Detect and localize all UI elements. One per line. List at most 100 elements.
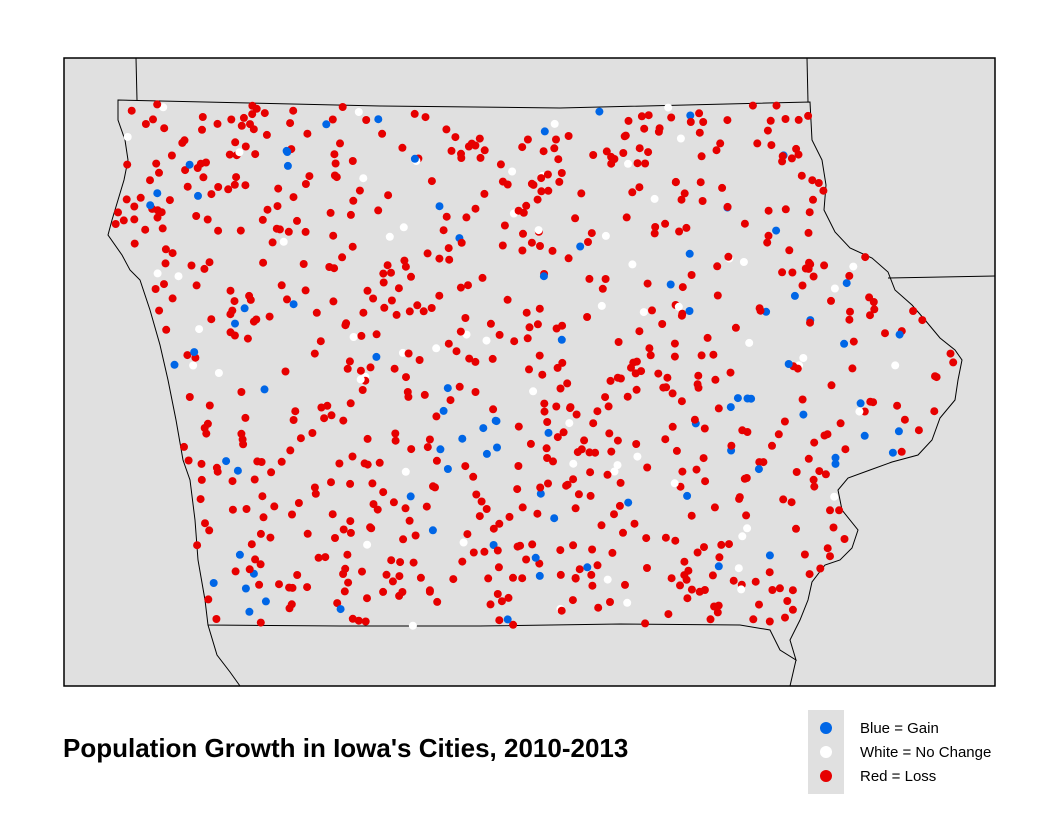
city-point xyxy=(543,418,552,426)
city-point xyxy=(385,232,394,241)
city-point xyxy=(255,580,264,589)
city-point xyxy=(648,306,656,315)
city-point xyxy=(518,246,527,255)
city-point xyxy=(508,167,517,176)
city-point xyxy=(510,337,519,346)
city-point xyxy=(763,126,772,135)
city-point xyxy=(513,542,522,551)
city-point xyxy=(713,262,722,271)
city-point xyxy=(209,579,218,587)
city-point xyxy=(644,111,653,120)
city-point xyxy=(160,280,168,289)
city-point xyxy=(738,426,747,435)
city-point xyxy=(650,229,659,238)
city-point xyxy=(522,201,531,210)
city-point xyxy=(236,226,245,235)
city-point xyxy=(831,453,840,462)
city-point xyxy=(263,205,272,214)
city-point xyxy=(685,249,694,258)
city-point xyxy=(486,600,495,609)
city-point xyxy=(237,429,246,438)
city-point xyxy=(327,411,336,420)
city-point xyxy=(670,339,679,348)
city-point xyxy=(860,431,869,440)
city-point xyxy=(123,133,132,141)
city-point xyxy=(584,238,592,246)
city-point xyxy=(809,195,817,204)
city-point xyxy=(194,191,202,200)
city-point xyxy=(670,352,679,361)
city-point xyxy=(842,279,851,288)
city-point xyxy=(587,570,596,579)
city-point xyxy=(643,564,651,572)
city-point xyxy=(563,480,572,489)
city-point xyxy=(633,159,642,168)
city-point xyxy=(344,578,353,587)
city-point xyxy=(563,379,572,388)
city-point xyxy=(783,597,792,605)
city-point xyxy=(484,574,493,583)
city-point xyxy=(391,429,400,438)
city-point xyxy=(432,344,441,353)
city-point xyxy=(772,101,781,110)
city-point xyxy=(751,577,760,586)
city-point xyxy=(330,264,339,273)
city-point xyxy=(451,133,460,142)
city-point xyxy=(697,351,706,360)
city-point xyxy=(155,306,164,315)
city-point xyxy=(619,528,627,537)
city-point xyxy=(498,177,507,186)
city-point xyxy=(340,587,349,596)
city-point xyxy=(410,109,419,118)
city-point xyxy=(413,301,422,310)
city-point xyxy=(462,213,471,222)
city-point xyxy=(239,113,248,122)
city-point xyxy=(168,294,177,303)
city-point xyxy=(642,534,651,543)
city-point xyxy=(684,566,693,575)
city-point xyxy=(405,516,414,525)
city-point xyxy=(623,392,632,401)
city-point xyxy=(500,221,509,230)
city-point xyxy=(809,475,818,484)
city-point xyxy=(456,327,465,336)
city-point xyxy=(198,113,207,121)
city-point xyxy=(421,113,430,122)
city-point xyxy=(447,146,456,155)
city-point xyxy=(710,503,719,512)
city-point xyxy=(503,295,512,304)
city-point xyxy=(442,212,451,221)
city-point xyxy=(388,577,397,586)
city-point xyxy=(369,294,378,303)
city-point xyxy=(745,338,754,347)
city-point xyxy=(535,304,544,313)
city-point xyxy=(823,544,832,553)
city-point xyxy=(724,252,733,261)
city-point xyxy=(327,478,335,487)
city-point xyxy=(668,389,677,398)
city-point xyxy=(291,407,300,416)
city-point xyxy=(277,457,286,466)
city-point xyxy=(296,434,305,443)
city-point xyxy=(482,336,491,345)
city-point xyxy=(576,242,585,251)
city-point xyxy=(469,548,478,557)
legend-key-no-change xyxy=(820,746,832,758)
city-point xyxy=(845,315,854,324)
city-point xyxy=(514,422,523,431)
city-point xyxy=(564,132,573,140)
city-point xyxy=(664,610,673,619)
city-point xyxy=(518,143,527,152)
city-point xyxy=(635,327,644,336)
city-point xyxy=(690,415,699,424)
city-point xyxy=(202,429,211,438)
city-point xyxy=(199,173,208,182)
city-point xyxy=(467,139,476,148)
city-point xyxy=(471,357,480,366)
city-point xyxy=(197,475,206,484)
city-point xyxy=(283,295,291,304)
city-point xyxy=(815,467,824,476)
city-point xyxy=(475,134,484,143)
city-point xyxy=(542,444,551,453)
city-point xyxy=(537,174,546,183)
